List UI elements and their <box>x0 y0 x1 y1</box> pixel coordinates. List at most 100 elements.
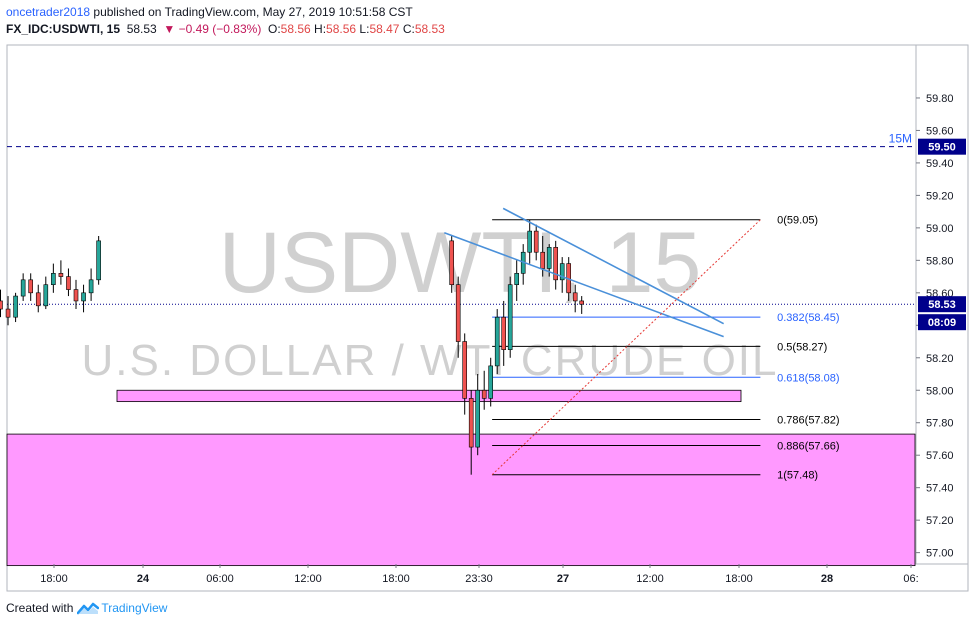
candle-body-54 <box>455 284 461 342</box>
candle-body-55 <box>462 341 468 399</box>
candle-body-69 <box>553 247 559 281</box>
tradingview-logo-icon <box>77 602 100 615</box>
x-tick-label-10: 06: <box>903 573 918 585</box>
candle-body-43 <box>28 279 34 294</box>
y-tick-label-13: 57.20 <box>926 515 954 527</box>
last-price: 58.53 <box>126 22 157 36</box>
created-with-label: Created with <box>6 601 74 615</box>
candle-body-59 <box>488 365 494 399</box>
y-tick-label-0: 59.80 <box>926 93 954 105</box>
candle-body-57 <box>475 389 481 448</box>
open-value: 58.56 <box>280 22 311 36</box>
countdown-badge-text: 08:09 <box>928 317 956 329</box>
footer: Created with TradingView <box>6 601 167 615</box>
x-tick-label-4: 18:00 <box>382 573 410 585</box>
high-label: H: <box>314 22 327 36</box>
candle-body-45 <box>43 284 49 307</box>
candle-body-39 <box>0 300 3 310</box>
y-tick-label-9: 58.00 <box>926 385 954 397</box>
candle-body-41 <box>13 295 18 318</box>
candle-body-46 <box>51 273 56 286</box>
x-tick-label-7: 12:00 <box>636 573 664 585</box>
x-tick-label-1: 24 <box>137 573 150 585</box>
y-tick-label-8: 58.20 <box>926 353 954 365</box>
x-tick-label-2: 06:00 <box>206 573 234 585</box>
horizontal-level-15m[interactable]: 15M <box>7 132 916 305</box>
candle-body-47 <box>58 273 64 277</box>
candle-body-61 <box>501 316 507 350</box>
level-badge-bg <box>918 138 966 155</box>
high-value: 58.56 <box>326 22 357 36</box>
chart-header: oncetrader2018 published on TradingView.… <box>6 4 445 38</box>
last-price-badge-bg <box>918 296 966 313</box>
candle-body-58 <box>481 389 487 399</box>
fib-label-5: 0.886(57.66) <box>777 440 839 452</box>
candle-body-49 <box>73 289 79 302</box>
fibonacci-retracement[interactable]: 0(59.05) 0.382(58.45) 0.5(58.27) 0.618(58.0… <box>492 215 840 482</box>
candle-body-73 <box>579 300 585 305</box>
y-tick-label-12: 57.40 <box>926 483 954 495</box>
candle-body-42 <box>20 279 26 297</box>
candle-body-70 <box>559 263 565 281</box>
candle-body-65 <box>527 230 533 253</box>
tradingview-brand[interactable]: TradingView <box>101 601 168 615</box>
x-tick-label-6: 27 <box>557 573 569 585</box>
fib-label-3: 0.618(58.08) <box>777 372 839 384</box>
fib-label-2: 0.5(58.27) <box>777 341 827 353</box>
y-tick-label-10: 57.80 <box>926 418 954 430</box>
open-label: O: <box>268 22 281 36</box>
y-tick-label-4: 59.00 <box>926 223 954 235</box>
channel-line-0 <box>444 231 724 338</box>
candle-body-44 <box>35 292 41 307</box>
candlestick-series <box>0 219 585 475</box>
publish-line: oncetrader2018 published on TradingView.… <box>6 4 445 21</box>
candle-body-72 <box>572 292 578 302</box>
y-tick-label-1: 59.60 <box>926 125 954 137</box>
trend-drawings[interactable] <box>444 207 761 476</box>
support-zones[interactable] <box>6 389 916 567</box>
author-link[interactable]: oncetrader2018 <box>6 5 91 19</box>
trend-line-dotted <box>491 219 761 476</box>
countdown-badge-bg <box>918 314 966 331</box>
y-tick-label-5: 58.80 <box>926 255 954 267</box>
price-change: ▼ −0.49 (−0.83%) <box>163 22 262 36</box>
y-tick-label-14: 57.00 <box>926 548 954 560</box>
y-tick-label-11: 57.60 <box>926 450 954 462</box>
zone-rect-1 <box>116 389 742 403</box>
candle-body-62 <box>507 284 513 350</box>
y-tick-label-3: 59.20 <box>926 190 954 202</box>
low-value: 58.47 <box>369 22 400 36</box>
candle-body-56 <box>468 398 474 448</box>
fib-label-1: 0.382(58.45) <box>777 312 839 324</box>
candle-body-40 <box>5 308 11 318</box>
last-price-badge-text: 58.53 <box>928 299 956 311</box>
fib-label-4: 0.786(57.82) <box>777 414 839 426</box>
x-tick-label-9: 28 <box>821 573 833 585</box>
x-tick-label-5: 23:30 <box>465 573 493 585</box>
price-badges: 59.50 58.53 08:09 <box>918 138 966 331</box>
candle-body-51 <box>88 279 94 294</box>
candle-body-68 <box>546 247 552 269</box>
close-label: C: <box>402 22 415 36</box>
publish-info: published on TradingView.com, May 27, 20… <box>90 5 413 19</box>
channel-line-1 <box>502 207 725 325</box>
candle-body-66 <box>533 230 539 253</box>
level-badge-text: 59.50 <box>928 142 956 154</box>
candle-body-60 <box>494 316 500 367</box>
candle-body-48 <box>66 276 71 290</box>
candle-body-63 <box>514 273 520 286</box>
candle-body-67 <box>540 251 546 269</box>
ohlc-line: FX_IDC:USDWTI, 15 58.53 ▼ −0.49 (−0.83%)… <box>6 21 445 38</box>
low-label: L: <box>359 22 370 36</box>
fib-label-6: 1(57.48) <box>777 470 818 482</box>
candle-body-53 <box>449 240 455 286</box>
candle-body-50 <box>81 292 86 302</box>
y-tick-label-2: 59.40 <box>926 158 954 170</box>
x-tick-label-8: 18:00 <box>725 573 753 585</box>
symbol-label[interactable]: FX_IDC:USDWTI, 15 <box>6 22 121 36</box>
zone-rect-0 <box>6 433 916 567</box>
fib-label-0: 0(59.05) <box>777 215 818 227</box>
x-tick-label-3: 12:00 <box>294 573 322 585</box>
x-tick-label-0: 18:00 <box>40 573 68 585</box>
